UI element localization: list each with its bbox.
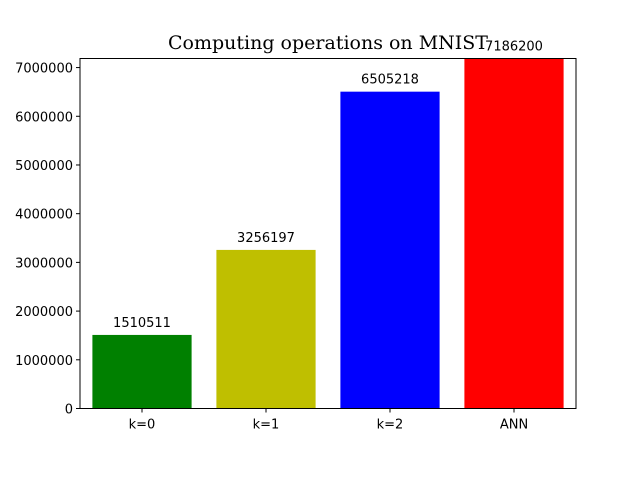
x-axis: k=0 k=1 k=2 ANN: [129, 408, 528, 433]
value-label-ANN: 7186200: [485, 40, 543, 55]
chart-title: Computing operations on MNIST: [168, 32, 488, 54]
value-label-k=1: 3256197: [237, 231, 295, 246]
y-tick-label: 1000000: [15, 354, 73, 369]
value-label-k=2: 6505218: [361, 73, 419, 88]
y-axis: 0 1000000 2000000 3000000 4000000 5000000 6000…: [15, 62, 80, 418]
x-tick-label-k=0: k=0: [129, 418, 156, 433]
bar-k=0: [92, 334, 192, 409]
y-tick-label: 0: [65, 403, 73, 418]
bar-k=2: [340, 91, 440, 409]
x-tick-label-ANN: ANN: [500, 418, 528, 433]
bar-k=1: [216, 249, 316, 409]
y-tick-label: 6000000: [15, 110, 73, 125]
plot-frame: [79, 58, 577, 409]
y-tick-label: 5000000: [15, 159, 73, 174]
value-label-k=0: 1510511: [113, 316, 171, 331]
y-tick-label: 2000000: [15, 305, 73, 320]
x-tick-label-k=1: k=1: [253, 418, 280, 433]
bars-layer: [92, 58, 564, 409]
y-tick-label: 4000000: [15, 208, 73, 223]
y-tick-label: 3000000: [15, 256, 73, 271]
bar-ANN: [464, 58, 564, 409]
y-tick-label: 7000000: [15, 62, 73, 77]
value-labels-layer: 1510511 3256197 6505218 7186200: [113, 40, 543, 331]
x-tick-label-k=2: k=2: [377, 418, 404, 433]
